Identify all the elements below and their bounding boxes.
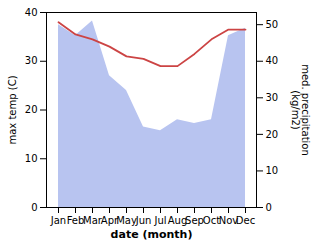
svg-text:10: 10 xyxy=(266,165,279,176)
svg-text:Feb: Feb xyxy=(67,215,85,226)
svg-text:Mar: Mar xyxy=(83,215,103,226)
svg-text:30: 30 xyxy=(266,92,279,103)
svg-text:med. precipitation(kg/m2): med. precipitation(kg/m2) xyxy=(290,64,311,156)
svg-text:Sep: Sep xyxy=(185,215,204,226)
svg-text:Jun: Jun xyxy=(135,215,152,226)
svg-text:20: 20 xyxy=(266,129,279,140)
svg-text:10: 10 xyxy=(25,153,38,164)
svg-text:Oct: Oct xyxy=(203,215,220,226)
svg-text:max temp (C): max temp (C) xyxy=(7,75,18,144)
svg-text:Jan: Jan xyxy=(50,215,66,226)
svg-text:0: 0 xyxy=(31,202,37,213)
svg-text:40: 40 xyxy=(266,55,279,66)
svg-text:50: 50 xyxy=(266,19,279,30)
svg-text:0: 0 xyxy=(266,202,272,213)
svg-text:40: 40 xyxy=(25,7,38,18)
svg-text:Nov: Nov xyxy=(218,214,239,226)
svg-text:30: 30 xyxy=(25,55,38,66)
svg-text:Jul: Jul xyxy=(153,215,166,226)
svg-text:20: 20 xyxy=(25,104,38,115)
svg-text:May: May xyxy=(116,215,137,226)
svg-text:Apr: Apr xyxy=(100,214,119,226)
svg-text:Dec: Dec xyxy=(236,215,255,226)
svg-text:date (month): date (month) xyxy=(111,228,193,241)
svg-text:Aug: Aug xyxy=(167,214,188,226)
